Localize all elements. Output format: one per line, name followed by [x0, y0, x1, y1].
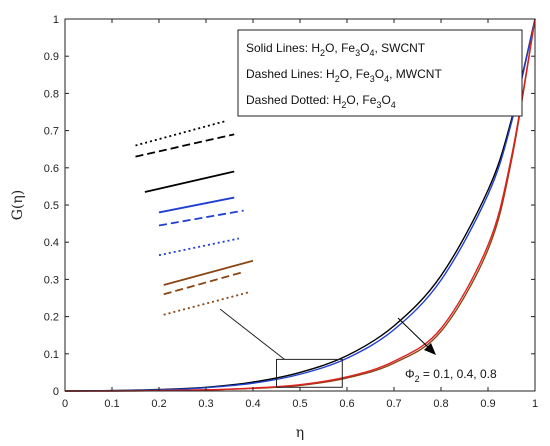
annotation-label: Φ2 = 0.1, 0.4, 0.8 — [405, 367, 497, 384]
inset-line-6 — [163, 259, 254, 286]
x-tick-label: 0.4 — [245, 398, 260, 410]
annotation-arrow-line — [397, 317, 433, 352]
tick-layer: 0 0.1 0.2 0.3 0.4 0.5 0.6 0.7 0.8 0.9 1 0 0.1 0.2 0.3 0… — [44, 14, 538, 410]
legend-entry-solid: Solid Lines: H2O, Fe3O4, SWCNT — [246, 41, 426, 58]
zoom-layer — [219, 308, 343, 388]
x-tick-label: 0.3 — [198, 398, 213, 410]
y-tick-label: 0.6 — [44, 163, 59, 175]
x-tick-label: 0.5 — [292, 398, 307, 410]
inset-layer — [135, 120, 254, 316]
x-tick-label: 0.8 — [433, 398, 448, 410]
zoom-box — [276, 358, 343, 388]
inset-line-3 — [158, 196, 235, 214]
x-tick-label: 0.9 — [480, 398, 495, 410]
phi-annotation: Φ2 = 0.1, 0.4, 0.8 — [397, 317, 497, 384]
inset-line-4 — [158, 209, 244, 227]
x-axis-title: η — [296, 425, 304, 441]
legend-entry-dashed-dotted: Dashed Dotted: H2O, Fe3O4 — [246, 93, 396, 110]
y-tick-label: 0 — [53, 386, 59, 398]
x-tick-label: 0 — [62, 398, 68, 410]
y-tick-label: 0.1 — [44, 349, 59, 361]
inset-line-5 — [158, 237, 240, 257]
y-tick-label: 0.4 — [44, 237, 59, 249]
x-tick-label: 0.2 — [151, 398, 166, 410]
y-axis-title: G(η) — [10, 190, 26, 221]
inset-line-1 — [135, 133, 235, 158]
inset-line-0 — [135, 120, 226, 147]
annotation-arrowhead — [424, 343, 436, 355]
y-tick-label: 0.9 — [44, 51, 59, 63]
x-tick-label: 0.1 — [104, 398, 119, 410]
y-tick-label: 0.3 — [44, 274, 59, 286]
x-tick-label: 0.7 — [386, 398, 401, 410]
y-tick-label: 0.8 — [44, 88, 59, 100]
y-tick-label: 0.7 — [44, 126, 59, 138]
y-tick-label: 0.5 — [44, 200, 59, 212]
inset-line-7 — [163, 271, 244, 296]
y-tick-label: 0.2 — [44, 312, 59, 324]
legend-entry-dashed: Dashed Lines: H2O, Fe3O4, MWCNT — [246, 67, 442, 84]
x-tick-label: 0.6 — [339, 398, 354, 410]
y-tick-label: 1 — [53, 14, 59, 26]
x-tick-label: 1 — [532, 398, 538, 410]
legend-box: Solid Lines: H2O, Fe3O4, SWCNT Dashed Li… — [237, 29, 523, 117]
inset-line-2 — [144, 170, 235, 193]
zoom-connector — [219, 308, 285, 360]
